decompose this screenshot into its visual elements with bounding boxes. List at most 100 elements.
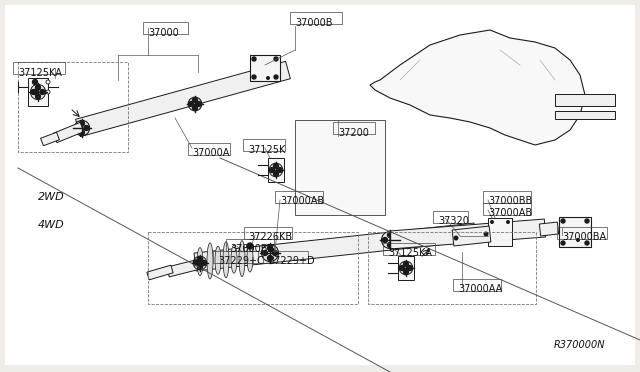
Circle shape bbox=[266, 76, 270, 80]
Text: 37125KA: 37125KA bbox=[388, 248, 432, 258]
Circle shape bbox=[274, 75, 278, 79]
Text: 2WD: 2WD bbox=[38, 192, 65, 202]
Circle shape bbox=[31, 90, 36, 94]
Bar bbox=[290, 12, 342, 24]
Bar bbox=[557, 227, 607, 239]
Circle shape bbox=[278, 167, 282, 173]
Circle shape bbox=[403, 269, 408, 275]
Text: 37000: 37000 bbox=[148, 28, 179, 38]
Circle shape bbox=[262, 250, 268, 256]
Polygon shape bbox=[167, 259, 201, 277]
Circle shape bbox=[383, 237, 387, 243]
Circle shape bbox=[189, 102, 193, 106]
Circle shape bbox=[193, 97, 198, 103]
Polygon shape bbox=[452, 226, 491, 246]
Circle shape bbox=[33, 90, 38, 94]
Bar bbox=[483, 203, 531, 215]
Bar bbox=[213, 251, 258, 263]
Circle shape bbox=[483, 231, 488, 237]
Bar bbox=[226, 239, 274, 251]
Circle shape bbox=[46, 90, 50, 94]
Circle shape bbox=[79, 130, 84, 135]
Circle shape bbox=[457, 231, 463, 237]
Circle shape bbox=[392, 237, 397, 243]
Polygon shape bbox=[555, 111, 615, 119]
Circle shape bbox=[274, 57, 278, 61]
Bar bbox=[275, 191, 323, 203]
Ellipse shape bbox=[215, 246, 221, 274]
Bar bbox=[398, 256, 414, 280]
Polygon shape bbox=[370, 30, 585, 145]
Bar bbox=[453, 279, 501, 291]
Circle shape bbox=[196, 102, 202, 106]
Text: 37229+D: 37229+D bbox=[268, 256, 315, 266]
Circle shape bbox=[198, 257, 202, 262]
Circle shape bbox=[35, 94, 40, 99]
Ellipse shape bbox=[207, 243, 213, 279]
Bar bbox=[148, 232, 358, 304]
Bar bbox=[188, 143, 230, 155]
Circle shape bbox=[202, 260, 207, 266]
Circle shape bbox=[247, 243, 253, 249]
Circle shape bbox=[252, 57, 256, 61]
Text: 37320: 37320 bbox=[438, 216, 469, 226]
Circle shape bbox=[269, 167, 275, 173]
Ellipse shape bbox=[223, 242, 229, 278]
Circle shape bbox=[75, 125, 80, 131]
Bar bbox=[18, 62, 128, 152]
Polygon shape bbox=[540, 222, 559, 236]
Ellipse shape bbox=[247, 244, 253, 272]
Circle shape bbox=[268, 246, 273, 250]
Circle shape bbox=[490, 220, 494, 224]
Circle shape bbox=[399, 266, 404, 270]
Circle shape bbox=[387, 243, 392, 247]
Bar bbox=[433, 211, 468, 223]
Bar bbox=[263, 251, 308, 263]
Bar bbox=[143, 22, 188, 34]
Bar bbox=[559, 217, 591, 247]
Circle shape bbox=[40, 90, 45, 94]
Circle shape bbox=[387, 232, 392, 237]
Polygon shape bbox=[76, 61, 291, 137]
Bar bbox=[333, 122, 375, 134]
Text: 37226KB: 37226KB bbox=[248, 232, 292, 242]
Circle shape bbox=[585, 241, 589, 245]
Polygon shape bbox=[40, 132, 60, 146]
Circle shape bbox=[46, 80, 50, 84]
Text: 37000BB: 37000BB bbox=[488, 196, 532, 206]
Text: 37125K: 37125K bbox=[248, 145, 285, 155]
Bar bbox=[243, 139, 285, 151]
Text: 37000A: 37000A bbox=[192, 148, 229, 158]
Circle shape bbox=[35, 85, 40, 90]
Circle shape bbox=[79, 121, 84, 126]
Bar bbox=[250, 55, 280, 81]
Circle shape bbox=[506, 220, 510, 224]
Bar bbox=[28, 78, 48, 106]
Circle shape bbox=[561, 219, 565, 223]
Circle shape bbox=[252, 75, 256, 79]
Ellipse shape bbox=[231, 245, 237, 273]
Polygon shape bbox=[555, 94, 615, 106]
Polygon shape bbox=[389, 219, 546, 249]
Polygon shape bbox=[53, 122, 84, 142]
Bar bbox=[268, 158, 284, 182]
Bar bbox=[488, 218, 512, 246]
Circle shape bbox=[408, 266, 413, 270]
Bar bbox=[244, 227, 292, 239]
Ellipse shape bbox=[239, 241, 245, 276]
Text: R370000N: R370000N bbox=[554, 340, 605, 350]
Text: 37125KA: 37125KA bbox=[18, 68, 62, 78]
Text: 37000BB: 37000BB bbox=[230, 244, 275, 254]
Circle shape bbox=[269, 247, 275, 253]
Text: 4WD: 4WD bbox=[38, 220, 65, 230]
Circle shape bbox=[193, 260, 198, 266]
Text: 37000B: 37000B bbox=[295, 18, 333, 28]
Bar bbox=[13, 62, 65, 74]
Circle shape bbox=[561, 241, 565, 245]
Bar bbox=[295, 120, 385, 215]
Bar bbox=[368, 232, 536, 304]
Text: 37229+C: 37229+C bbox=[218, 256, 264, 266]
Bar bbox=[483, 191, 531, 203]
Circle shape bbox=[33, 80, 38, 84]
Polygon shape bbox=[194, 223, 476, 271]
